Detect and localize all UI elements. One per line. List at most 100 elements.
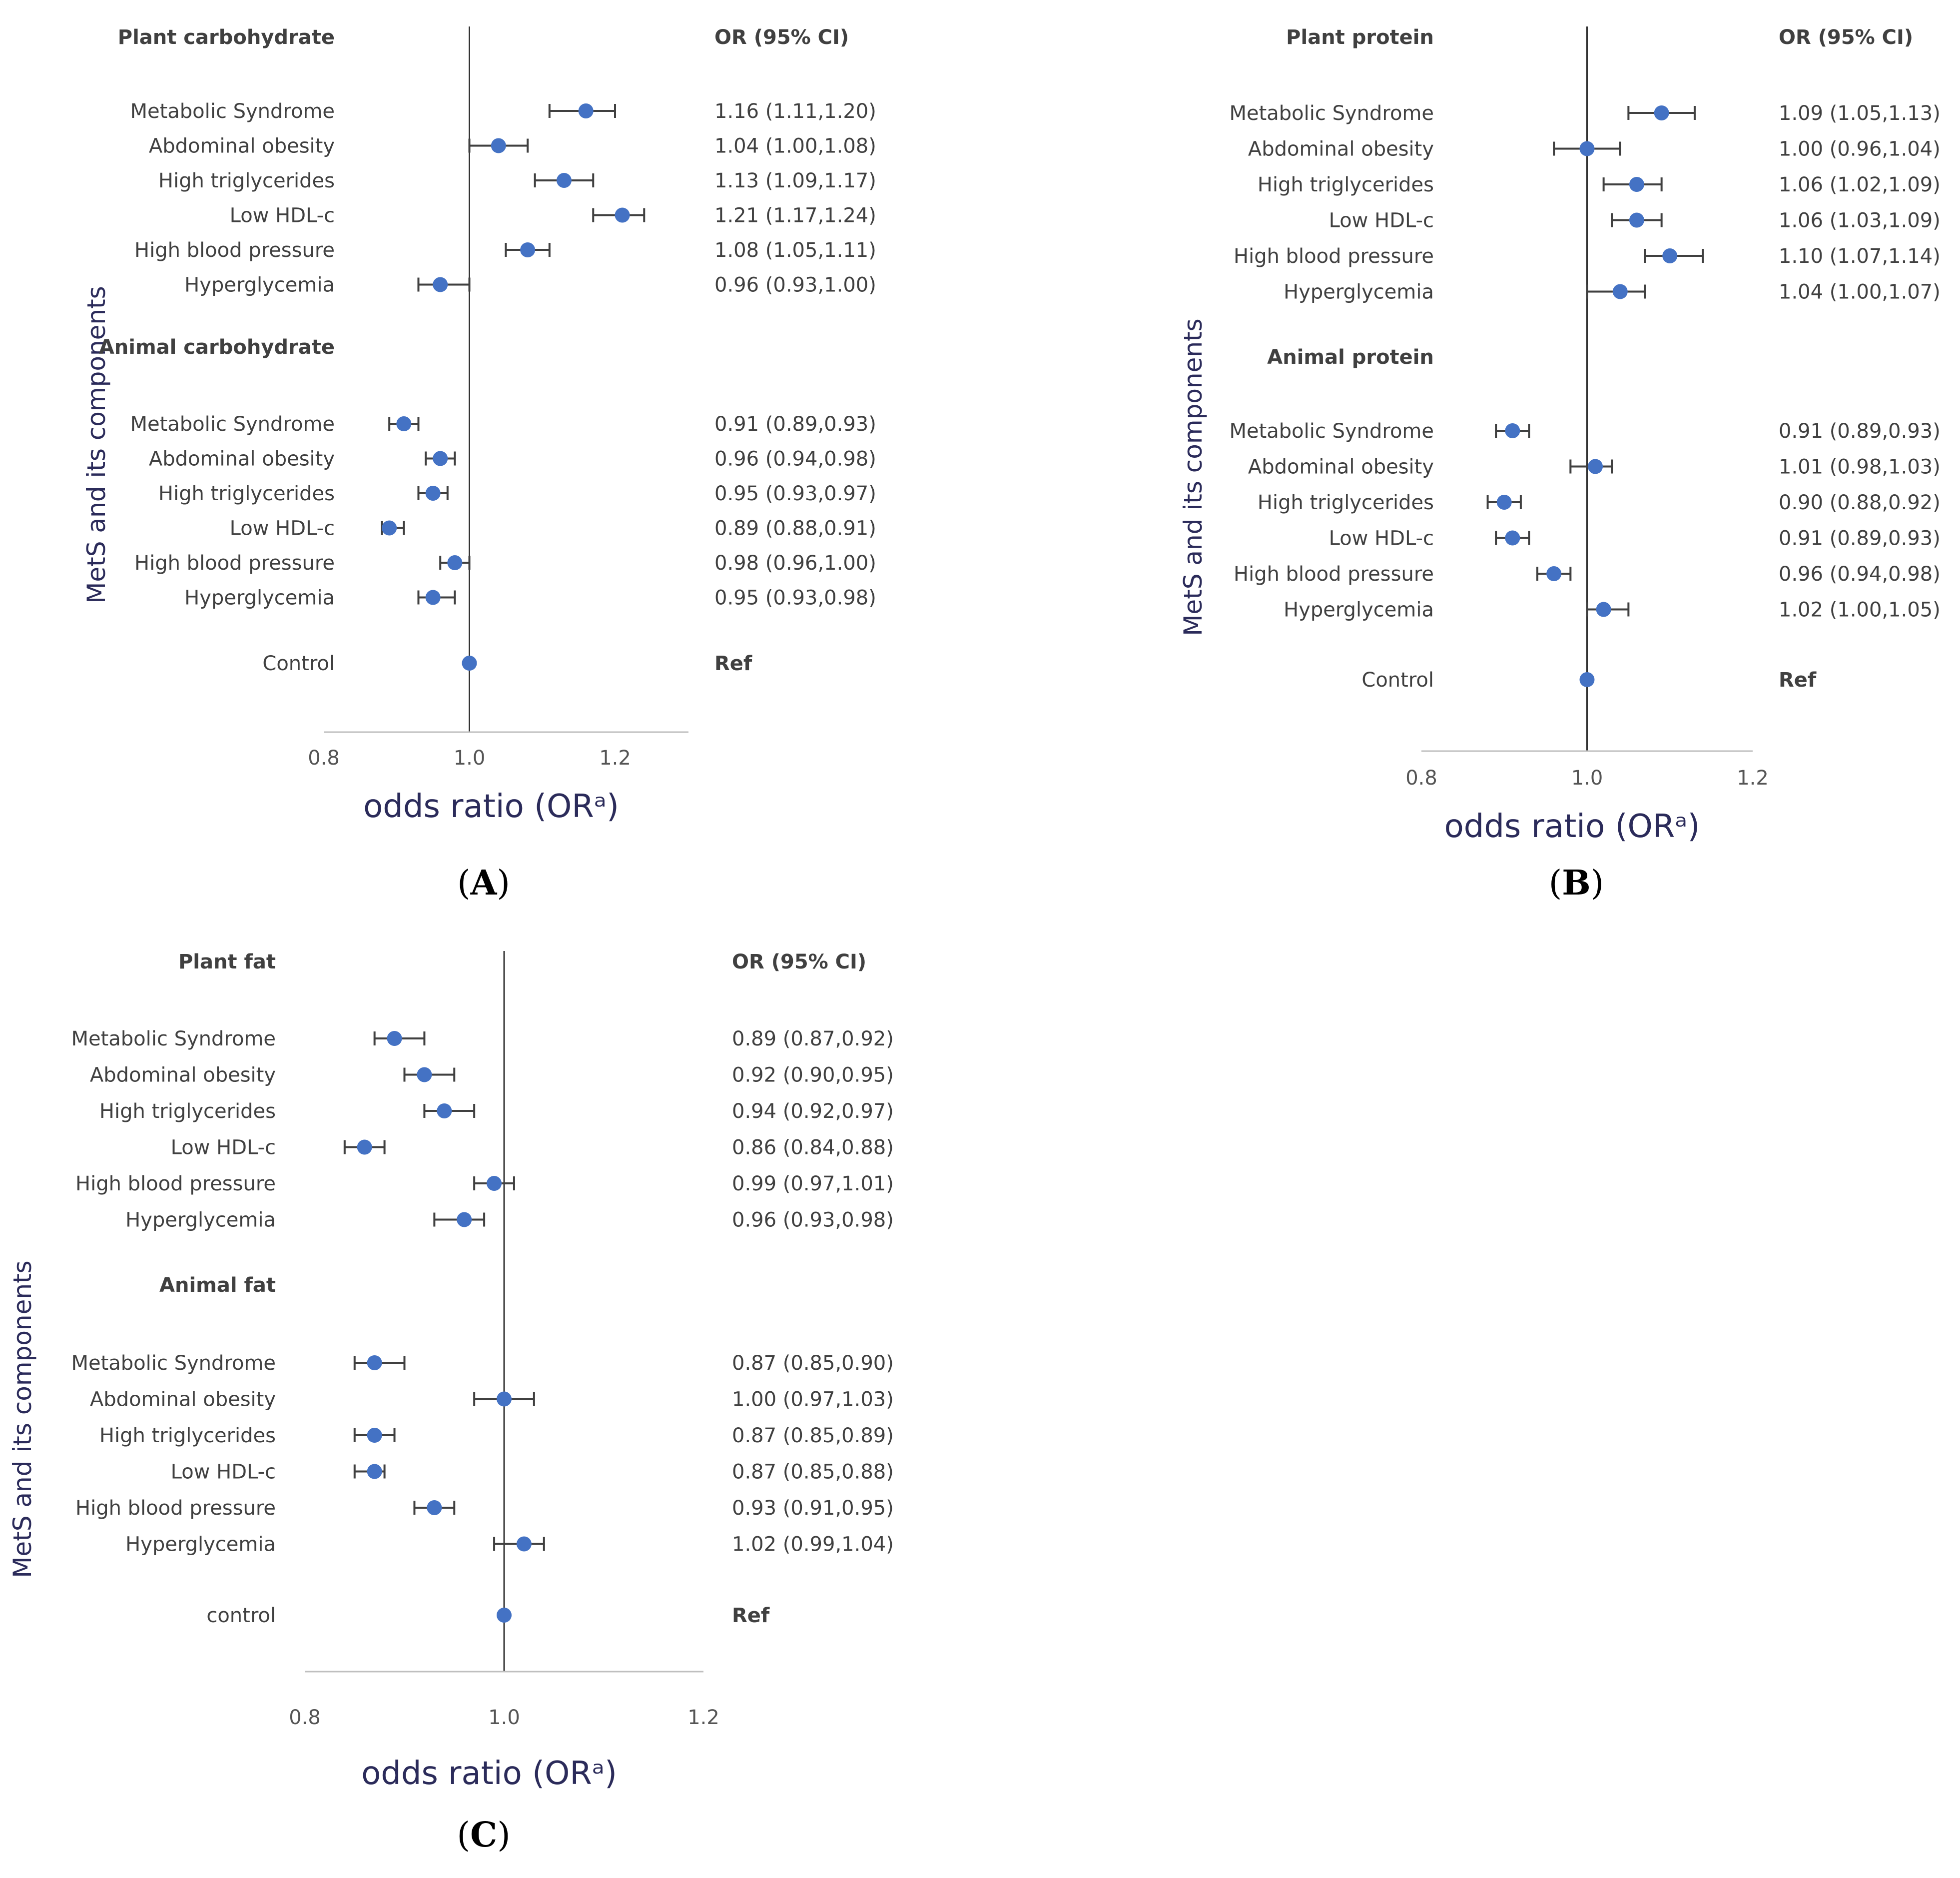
or-ci-text: 0.94 (0.92,0.97) — [732, 1100, 894, 1123]
or-ci-text: 0.90 (0.88,0.92) — [1779, 491, 1941, 514]
or-point — [1612, 284, 1628, 299]
control-point — [1579, 672, 1595, 687]
control-point — [497, 1608, 512, 1623]
or-point — [1662, 248, 1678, 263]
or-point — [516, 1536, 532, 1552]
or-point — [433, 277, 448, 292]
group-header: Plant carbohydrate — [118, 26, 335, 49]
x-tick-label: 1.0 — [454, 747, 486, 770]
or-point — [433, 451, 448, 466]
or-ci-text: 0.96 (0.93,1.00) — [714, 274, 876, 297]
or-ci-text: 0.86 (0.84,0.88) — [732, 1136, 894, 1159]
row-label: High triglycerides — [158, 169, 335, 192]
or-ci-text: 1.08 (1.05,1.11) — [714, 239, 876, 262]
row-label: Abdominal obesity — [149, 448, 335, 471]
or-ci-text: 0.92 (0.90,0.95) — [732, 1064, 894, 1087]
x-tick-label: 1.0 — [1571, 767, 1603, 790]
or-ci-text: 0.87 (0.85,0.90) — [732, 1352, 894, 1375]
or-point — [457, 1212, 472, 1227]
or-ci-text: 1.01 (0.98,1.03) — [1779, 456, 1941, 479]
or-ci-text: 0.98 (0.96,1.00) — [714, 552, 876, 575]
row-label: Abdominal obesity — [90, 1064, 276, 1087]
or-point — [1546, 566, 1562, 581]
y-axis-title: MetS and its components — [8, 1260, 37, 1578]
or-ci-text: 0.95 (0.93,0.97) — [714, 482, 876, 505]
row-label: High triglycerides — [99, 1100, 276, 1123]
row-label: Metabolic Syndrome — [130, 100, 335, 123]
or-ci-text: 0.95 (0.93,0.98) — [714, 587, 876, 610]
panel-caption: (A) — [457, 863, 510, 903]
row-label: High blood pressure — [75, 1497, 276, 1520]
control-label: Control — [1361, 669, 1434, 692]
or-ci-text: 0.91 (0.89,0.93) — [1779, 527, 1941, 550]
or-ci-text: 0.96 (0.94,0.98) — [714, 448, 876, 471]
or-ci-text: 0.96 (0.94,0.98) — [1779, 563, 1941, 586]
x-tick-label: 1.2 — [1737, 767, 1769, 790]
or-ci-text: 1.00 (0.97,1.03) — [732, 1388, 894, 1411]
or-ci-text: 0.89 (0.88,0.91) — [714, 517, 876, 540]
or-ci-text: 0.89 (0.87,0.92) — [732, 1027, 894, 1050]
row-label: Hyperglycemia — [125, 1209, 276, 1232]
row-label: High blood pressure — [134, 239, 335, 262]
x-axis-title: odds ratio (ORᵃ) — [361, 1755, 617, 1792]
or-ci-text: 1.21 (1.17,1.24) — [714, 204, 876, 227]
row-label: High triglycerides — [99, 1424, 276, 1447]
row-label: Hyperglycemia — [184, 274, 335, 297]
row-label: Abdominal obesity — [149, 135, 335, 158]
or-point — [1588, 459, 1603, 474]
panel-caption: (C) — [457, 1815, 510, 1855]
group-header: Animal protein — [1267, 346, 1434, 369]
x-tick-label: 1.2 — [599, 747, 631, 770]
or-ci-text: 1.00 (0.96,1.04) — [1779, 138, 1941, 161]
or-point — [437, 1103, 452, 1118]
or-ci-text: 1.04 (1.00,1.08) — [714, 135, 876, 158]
or-point — [556, 173, 572, 188]
or-ci-text: 1.13 (1.09,1.17) — [714, 169, 876, 192]
row-label: Metabolic Syndrome — [71, 1352, 276, 1375]
or-column-header: OR (95% CI) — [732, 950, 866, 973]
control-ref-text: Ref — [714, 652, 752, 675]
y-axis-title: MetS and its components — [1179, 318, 1208, 636]
or-point — [1596, 602, 1611, 617]
row-label: High blood pressure — [1234, 245, 1434, 268]
control-label: control — [206, 1604, 276, 1627]
or-point — [382, 520, 397, 536]
or-point — [357, 1139, 372, 1155]
or-point — [387, 1031, 402, 1046]
control-label: Control — [262, 652, 335, 675]
or-ci-text: 1.10 (1.07,1.14) — [1779, 245, 1941, 268]
or-ci-text: 1.02 (0.99,1.04) — [732, 1533, 894, 1556]
or-point — [396, 416, 412, 431]
or-point — [520, 242, 536, 257]
or-ci-text: 0.87 (0.85,0.89) — [732, 1424, 894, 1447]
or-column-header: OR (95% CI) — [714, 26, 849, 49]
or-point — [1629, 177, 1644, 192]
or-point — [425, 486, 441, 501]
x-tick-label: 1.2 — [687, 1706, 719, 1729]
row-label: High blood pressure — [75, 1172, 276, 1195]
row-label: High blood pressure — [134, 552, 335, 575]
group-header: Animal carbohydrate — [99, 336, 335, 359]
row-label: Low HDL-c — [230, 204, 335, 227]
or-ci-text: 1.02 (1.00,1.05) — [1779, 599, 1941, 622]
row-label: Hyperglycemia — [125, 1533, 276, 1556]
or-ci-text: 1.09 (1.05,1.13) — [1779, 102, 1941, 125]
row-label: Metabolic Syndrome — [130, 413, 335, 436]
x-tick-label: 0.8 — [1405, 767, 1437, 790]
panel-c: 0.8 1.0 1.2 odds ratio (ORᵃ) MetS and its co… — [8, 950, 894, 1855]
row-label: High triglycerides — [1258, 491, 1434, 514]
or-point — [578, 103, 594, 118]
control-ref-text: Ref — [732, 1604, 770, 1627]
y-axis-title: MetS and its components — [82, 286, 111, 603]
or-ci-text: 0.93 (0.91,0.95) — [732, 1497, 894, 1520]
or-point — [491, 138, 506, 153]
or-ci-text: 0.96 (0.93,0.98) — [732, 1209, 894, 1232]
row-label: Low HDL-c — [1329, 527, 1434, 550]
or-point — [367, 1464, 382, 1479]
row-label: High triglycerides — [158, 482, 335, 505]
or-ci-text: 1.16 (1.11,1.20) — [714, 100, 876, 123]
row-label: Hyperglycemia — [1284, 599, 1434, 622]
control-point — [462, 656, 477, 671]
or-ci-text: 0.91 (0.89,0.93) — [714, 413, 876, 436]
or-point — [425, 590, 441, 605]
